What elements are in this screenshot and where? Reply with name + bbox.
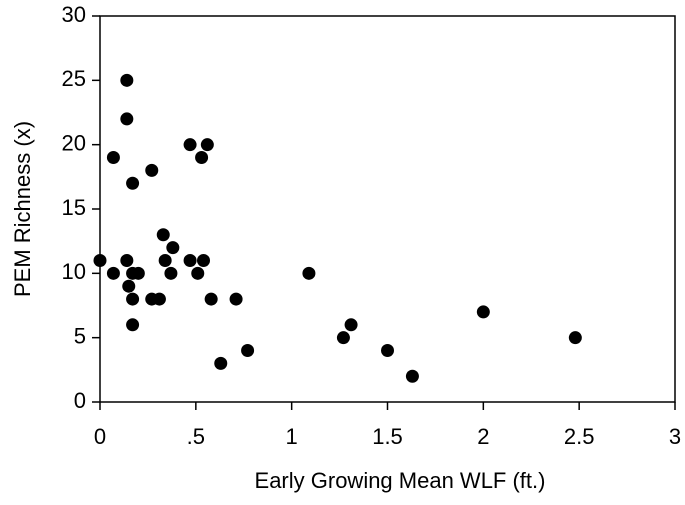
point (229, 292, 243, 306)
point (183, 138, 197, 152)
point (122, 279, 136, 293)
point (120, 112, 134, 126)
point (126, 318, 140, 332)
point (336, 331, 350, 345)
point (164, 266, 178, 280)
point (156, 228, 170, 242)
point (197, 253, 210, 267)
y-tick-label: 30 (62, 2, 86, 27)
point (93, 253, 107, 267)
x-tick-label: .5 (187, 424, 205, 449)
point (344, 318, 358, 332)
point (106, 266, 120, 280)
y-tick-label: 0 (74, 388, 86, 413)
point (200, 138, 214, 152)
x-tick-label: 1.5 (372, 424, 403, 449)
point (158, 253, 172, 267)
y-axis-label: PEM Richness (x) (10, 121, 35, 297)
point (145, 163, 159, 177)
point (241, 344, 255, 358)
point (381, 344, 394, 358)
point (476, 305, 490, 319)
y-tick-label: 25 (62, 66, 86, 91)
point (183, 253, 197, 267)
point (126, 176, 140, 190)
point (302, 266, 316, 280)
point (166, 241, 180, 255)
point (106, 151, 120, 165)
point (191, 266, 205, 280)
x-tick-label: 1 (286, 424, 298, 449)
point (131, 266, 145, 280)
x-axis-label: Early Growing Mean WLF (ft.) (255, 468, 546, 493)
point (405, 369, 419, 383)
point (568, 331, 582, 345)
y-tick-label: 15 (62, 195, 86, 220)
point (214, 356, 228, 370)
y-tick-label: 5 (74, 323, 86, 348)
point (204, 292, 218, 306)
x-tick-label: 2 (477, 424, 489, 449)
point (152, 292, 166, 306)
point (120, 73, 134, 87)
x-tick-label: 2.5 (564, 424, 595, 449)
y-tick-label: 10 (62, 259, 86, 284)
x-tick-label: 0 (94, 424, 106, 449)
point (126, 292, 140, 306)
x-tick-label: 3 (669, 424, 681, 449)
point (120, 253, 134, 267)
y-tick-label: 20 (62, 130, 86, 155)
point (195, 151, 209, 165)
